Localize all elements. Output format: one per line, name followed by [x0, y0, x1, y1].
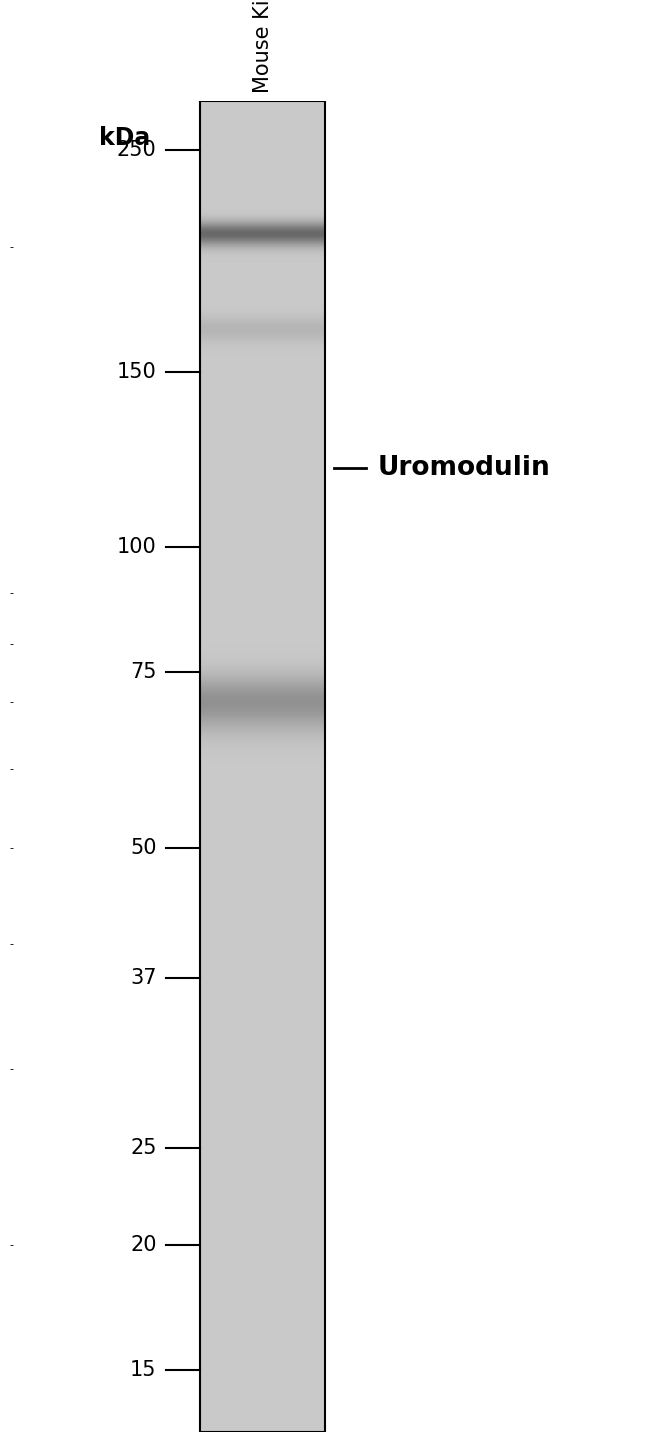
Text: 150: 150 — [117, 362, 157, 382]
Text: 20: 20 — [130, 1235, 157, 1255]
Text: 25: 25 — [130, 1138, 157, 1158]
Text: Uromodulin: Uromodulin — [378, 455, 551, 482]
Text: 75: 75 — [130, 662, 157, 683]
Text: kDa: kDa — [99, 126, 150, 150]
Text: 37: 37 — [130, 969, 157, 988]
Text: 100: 100 — [117, 538, 157, 557]
Text: 15: 15 — [130, 1359, 157, 1379]
Text: 250: 250 — [117, 140, 157, 161]
Text: Mouse Kidney: Mouse Kidney — [253, 0, 272, 93]
Text: 50: 50 — [130, 837, 157, 857]
